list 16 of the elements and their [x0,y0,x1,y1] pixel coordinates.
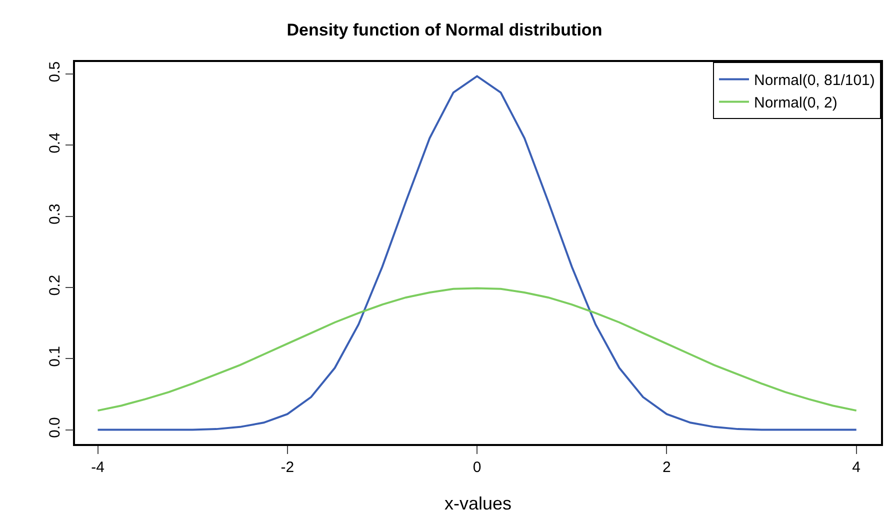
x-tick-label: 2 [662,458,671,476]
line-series [96,287,858,412]
y-tick-label: 0.5 [46,61,64,82]
x-axis-title: x-values [444,493,512,514]
x-tick-label: -4 [91,458,104,476]
y-tick-label: 0.4 [46,132,64,154]
y-tick-label: 0.1 [46,346,64,367]
y-tick-label: 0.3 [46,204,64,225]
legend-label: Normal(0, 81/101) [754,72,875,90]
x-tick-label: 4 [852,458,861,476]
x-tick-label: 0 [472,458,482,476]
y-tick-label: 0.0 [46,417,64,438]
y-tick-label: 0.2 [46,274,64,296]
legend-label: Normal(0, 2) [754,94,838,112]
chart-title: Density function of Normal distribution [286,20,602,40]
x-tick-label: -2 [280,458,294,476]
